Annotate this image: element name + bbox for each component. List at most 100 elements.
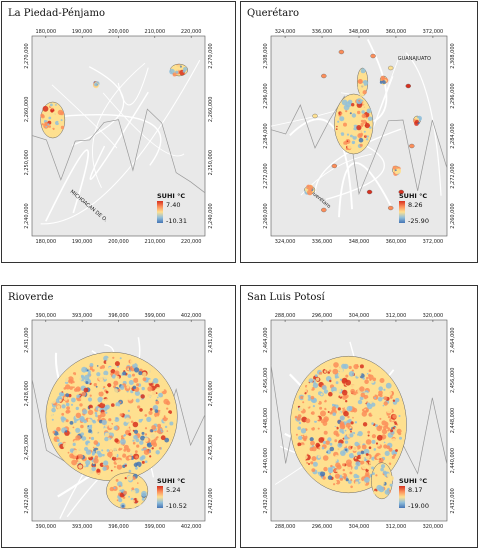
suhi-cell <box>182 69 186 73</box>
suhi-cell <box>50 103 53 107</box>
suhi-cell <box>63 396 68 401</box>
suhi-cell <box>398 431 402 436</box>
suhi-cell <box>56 418 60 422</box>
suhi-cell <box>341 474 344 477</box>
y-tick-label-right: 2,270,000 <box>208 43 214 68</box>
suhi-cell <box>113 385 116 389</box>
suhi-cell <box>52 430 56 434</box>
suhi-cell <box>95 389 98 393</box>
urban-patch <box>338 49 345 55</box>
suhi-cell <box>303 454 308 460</box>
x-tick-label-bottom: 372,000 <box>423 239 444 245</box>
suhi-cell <box>360 392 366 398</box>
suhi-cell <box>350 388 356 394</box>
suhi-cell <box>136 383 140 387</box>
suhi-cell <box>355 413 359 417</box>
suhi-cell <box>350 469 354 473</box>
suhi-cell <box>349 471 353 475</box>
suhi-cell <box>128 456 132 460</box>
suhi-cell <box>155 392 158 394</box>
y-tick-label-left: 2,260,000 <box>263 203 269 228</box>
suhi-cell <box>330 434 334 438</box>
suhi-cell <box>355 481 359 485</box>
suhi-cell <box>151 425 157 430</box>
suhi-cell <box>380 467 384 472</box>
suhi-cell <box>109 418 111 421</box>
suhi-cell <box>139 408 143 412</box>
suhi-cell <box>366 376 369 380</box>
legend-max: 7.40 <box>166 201 180 209</box>
state-boundary <box>31 108 206 194</box>
suhi-cell <box>332 412 336 416</box>
suhi-cell <box>309 437 314 442</box>
suhi-cell <box>95 424 99 427</box>
suhi-cell <box>339 378 343 381</box>
suhi-cell <box>110 372 114 376</box>
suhi-cell <box>136 412 138 415</box>
suhi-cell <box>373 391 376 394</box>
legend: SUHI °C5.24 -10.52 <box>157 477 187 510</box>
suhi-cell <box>306 461 309 464</box>
suhi-cell <box>375 405 381 411</box>
suhi-cell <box>132 479 137 484</box>
suhi-cell <box>88 437 91 439</box>
suhi-cell <box>76 376 82 382</box>
suhi-cell <box>309 423 314 428</box>
suhi-cell <box>389 395 393 399</box>
suhi-cell <box>48 116 52 120</box>
suhi-cell <box>345 459 352 466</box>
suhi-cell <box>115 375 120 380</box>
map-rioverde: 390,000 390,000 393,000 393,000 396,000 396,0… <box>24 313 214 530</box>
suhi-cell <box>357 399 363 405</box>
suhi-cell <box>100 471 107 478</box>
suhi-cell <box>147 443 150 446</box>
suhi-cell <box>75 427 81 433</box>
suhi-cell <box>135 438 140 443</box>
suhi-cell <box>321 397 325 402</box>
suhi-cell <box>108 424 113 429</box>
suhi-cell <box>119 357 122 360</box>
suhi-cell <box>85 460 91 466</box>
legend-title: SUHI °C <box>157 477 185 485</box>
suhi-cell <box>357 110 361 115</box>
suhi-cell <box>368 374 371 377</box>
suhi-cell <box>83 403 87 407</box>
suhi-cell <box>383 401 388 406</box>
suhi-raster <box>304 49 422 213</box>
suhi-cell <box>70 428 76 434</box>
suhi-cell <box>95 419 98 422</box>
suhi-cell <box>343 141 348 146</box>
suhi-cell <box>322 440 327 445</box>
suhi-cell <box>379 378 385 383</box>
suhi-cell <box>304 445 307 448</box>
suhi-cell <box>371 466 375 470</box>
suhi-cell <box>327 475 333 480</box>
suhi-cell <box>312 415 319 421</box>
suhi-cell <box>51 407 56 413</box>
suhi-cell <box>51 418 54 421</box>
suhi-cell <box>328 391 333 397</box>
x-tick-label-top: 288,000 <box>275 313 296 319</box>
suhi-cell <box>86 366 91 370</box>
suhi-cell <box>98 376 103 381</box>
suhi-cell <box>142 377 147 382</box>
suhi-cell <box>75 435 81 441</box>
suhi-cell <box>398 424 401 428</box>
suhi-cell <box>333 426 337 430</box>
suhi-cell <box>115 405 119 409</box>
legend: SUHI °C7.40 -10.31 <box>157 192 187 225</box>
suhi-cell <box>136 496 142 502</box>
suhi-cell <box>343 410 349 417</box>
suhi-cell <box>118 485 121 488</box>
suhi-cell <box>103 370 109 376</box>
suhi-cell <box>361 428 366 433</box>
suhi-cell <box>142 371 147 377</box>
suhi-cell <box>384 489 390 495</box>
y-tick-label-right: 2,464,000 <box>450 327 456 352</box>
suhi-cell <box>146 416 152 422</box>
suhi-cell <box>109 437 112 440</box>
suhi-cell <box>96 400 98 403</box>
suhi-cell <box>353 456 359 462</box>
suhi-cell <box>383 444 388 449</box>
suhi-cell <box>164 432 166 435</box>
